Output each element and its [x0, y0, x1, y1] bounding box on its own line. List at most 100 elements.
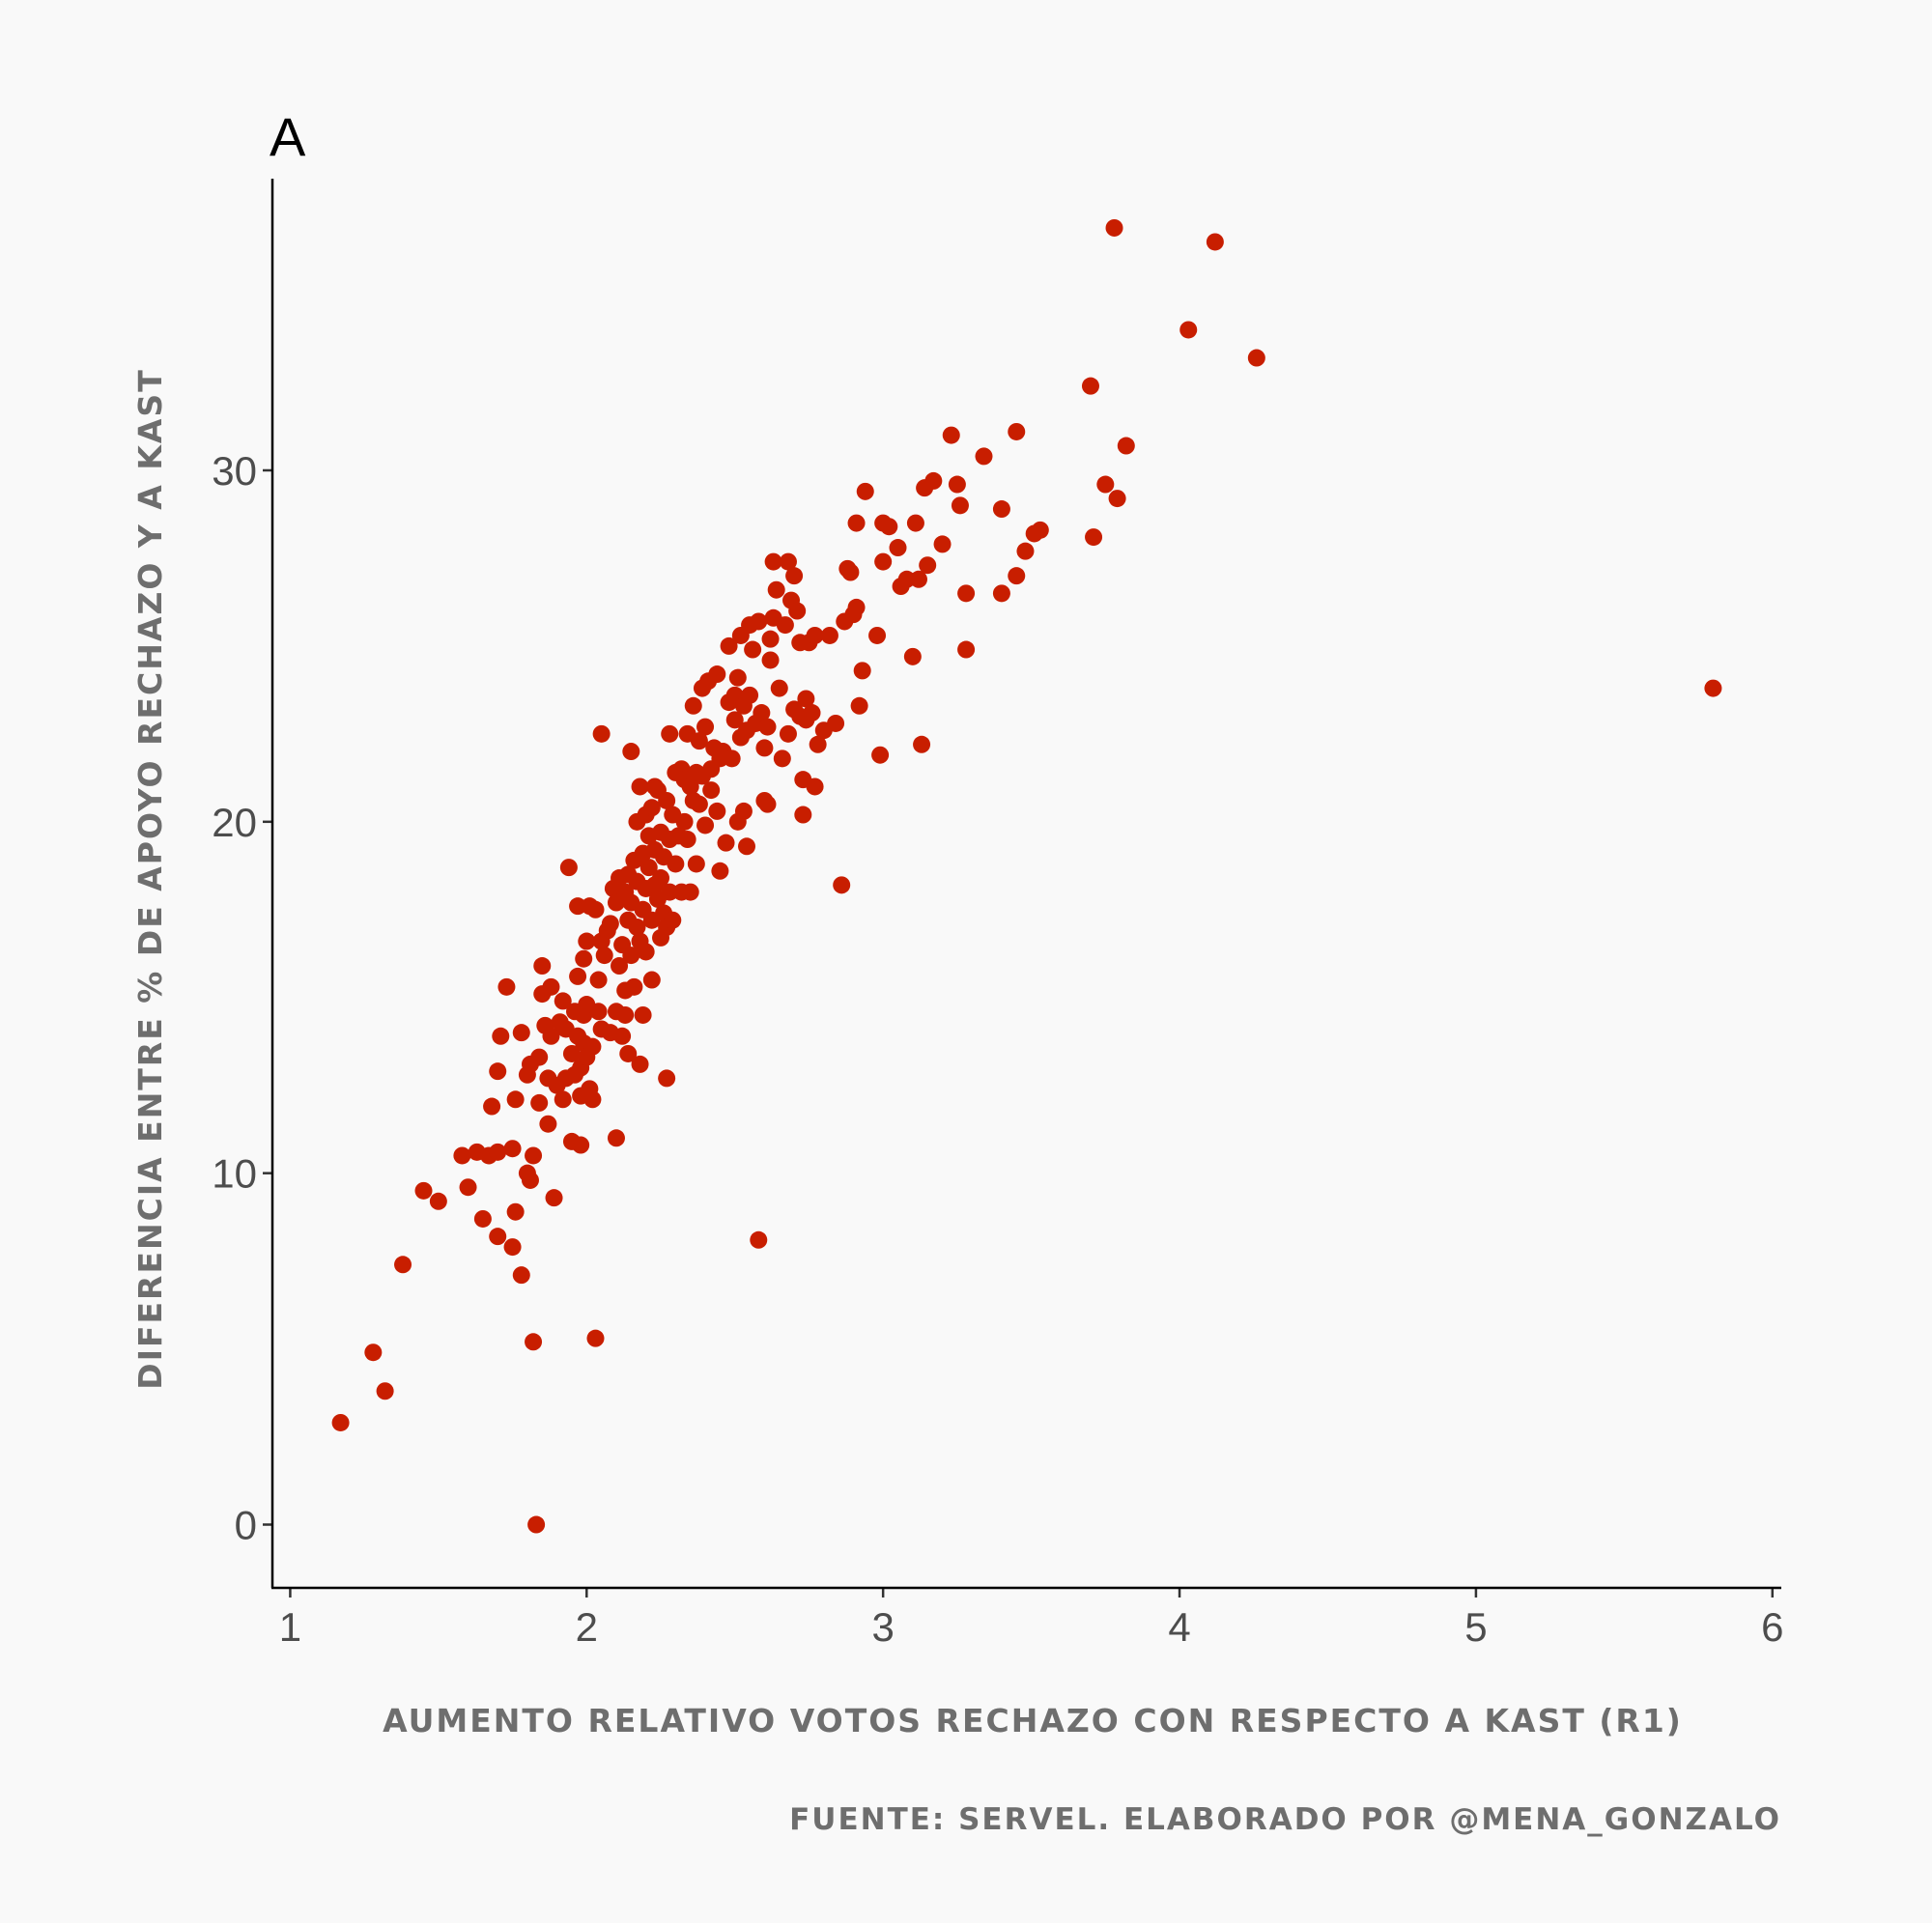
data-point: [489, 1228, 507, 1246]
data-point: [542, 1027, 560, 1045]
data-point: [779, 724, 797, 743]
data-point: [675, 812, 694, 831]
y-tick-label: 0: [235, 1503, 257, 1548]
data-point: [527, 1515, 546, 1534]
data-point: [489, 1143, 507, 1161]
data-point: [678, 831, 696, 849]
y-tick-label: 10: [212, 1151, 257, 1197]
data-point: [850, 696, 868, 715]
data-point: [414, 1181, 433, 1200]
data-point: [525, 1146, 543, 1165]
data-point: [578, 932, 596, 950]
data-point: [497, 977, 516, 996]
data-point: [744, 640, 762, 659]
data-point: [642, 799, 661, 817]
data-point: [554, 992, 572, 1010]
data-point: [856, 482, 874, 500]
data-point: [741, 686, 759, 704]
data-point: [473, 1209, 492, 1228]
data-point: [631, 1055, 649, 1073]
data-point: [453, 1146, 471, 1165]
data-point: [723, 749, 741, 768]
data-point: [684, 696, 702, 715]
data-point: [521, 1171, 539, 1189]
data-point: [847, 598, 866, 616]
y-tick-label: 30: [212, 448, 257, 494]
data-point: [957, 640, 976, 659]
data-point: [1096, 475, 1115, 494]
data-point: [512, 1266, 530, 1285]
data-point: [690, 732, 708, 750]
data-point: [1108, 490, 1126, 508]
data-point: [734, 802, 753, 820]
data-point: [525, 1333, 543, 1351]
data-point: [750, 612, 768, 631]
data-point: [658, 1069, 676, 1088]
x-tick-label: 4: [1168, 1604, 1190, 1650]
data-point: [906, 514, 924, 532]
data-point: [1117, 437, 1135, 455]
data-point: [933, 535, 952, 553]
data-point: [841, 563, 860, 581]
x-axis-title: AUMENTO RELATIVO VOTOS RECHAZO CON RESPE…: [383, 1702, 1683, 1739]
data-point: [539, 1115, 557, 1133]
x-tick-label: 1: [279, 1604, 301, 1650]
data-point: [559, 859, 578, 877]
data-point: [1179, 321, 1198, 339]
data-point: [913, 735, 931, 753]
data-point: [773, 749, 791, 768]
panel-tag: A: [270, 106, 306, 167]
data-point: [622, 743, 640, 761]
data-point: [788, 602, 807, 620]
data-point: [889, 539, 907, 557]
data-point: [770, 679, 788, 697]
data-point: [622, 947, 640, 965]
data-point: [827, 714, 845, 732]
data-point: [569, 967, 587, 985]
data-point: [809, 735, 827, 753]
data-point: [957, 584, 976, 603]
data-point: [1008, 567, 1026, 585]
source-caption: FUENTE: SERVEL. ELABORADO POR @MENA_GONZ…: [789, 1802, 1781, 1837]
data-point: [924, 471, 943, 490]
data-point: [545, 1189, 563, 1207]
data-point: [589, 1003, 608, 1021]
data-point: [533, 957, 552, 976]
data-point: [503, 1238, 522, 1257]
data-point: [331, 1413, 350, 1431]
data-point: [975, 447, 993, 466]
data-point: [681, 778, 699, 796]
data-point: [530, 1093, 549, 1112]
data-point: [758, 795, 777, 813]
data-point: [806, 626, 824, 644]
data-point: [429, 1192, 447, 1210]
data-point: [611, 957, 629, 976]
data-point: [868, 626, 887, 644]
data-point: [992, 500, 1010, 519]
data-point: [667, 855, 685, 873]
data-point: [874, 552, 893, 571]
y-tick-label: 20: [212, 800, 257, 845]
x-axis-ticks: 1 2 3 4 5 6: [279, 1588, 1783, 1650]
data-point: [607, 1129, 625, 1147]
data-point: [483, 1097, 501, 1116]
data-point: [720, 636, 738, 655]
data-point: [1081, 377, 1099, 395]
data-point: [364, 1343, 383, 1362]
data-point: [575, 949, 593, 968]
data-point: [583, 1037, 602, 1056]
data-point: [761, 651, 780, 669]
data-point: [613, 1027, 632, 1045]
data-point: [1105, 218, 1123, 237]
data-point: [764, 552, 782, 571]
data-point: [661, 724, 679, 743]
data-point: [696, 816, 715, 834]
data-point: [601, 915, 619, 933]
data-point: [595, 947, 613, 965]
data-point: [753, 704, 771, 722]
data-point: [738, 837, 756, 856]
data-point: [592, 724, 611, 743]
data-point: [909, 570, 927, 588]
data-point: [803, 704, 821, 722]
data-point: [687, 855, 705, 873]
